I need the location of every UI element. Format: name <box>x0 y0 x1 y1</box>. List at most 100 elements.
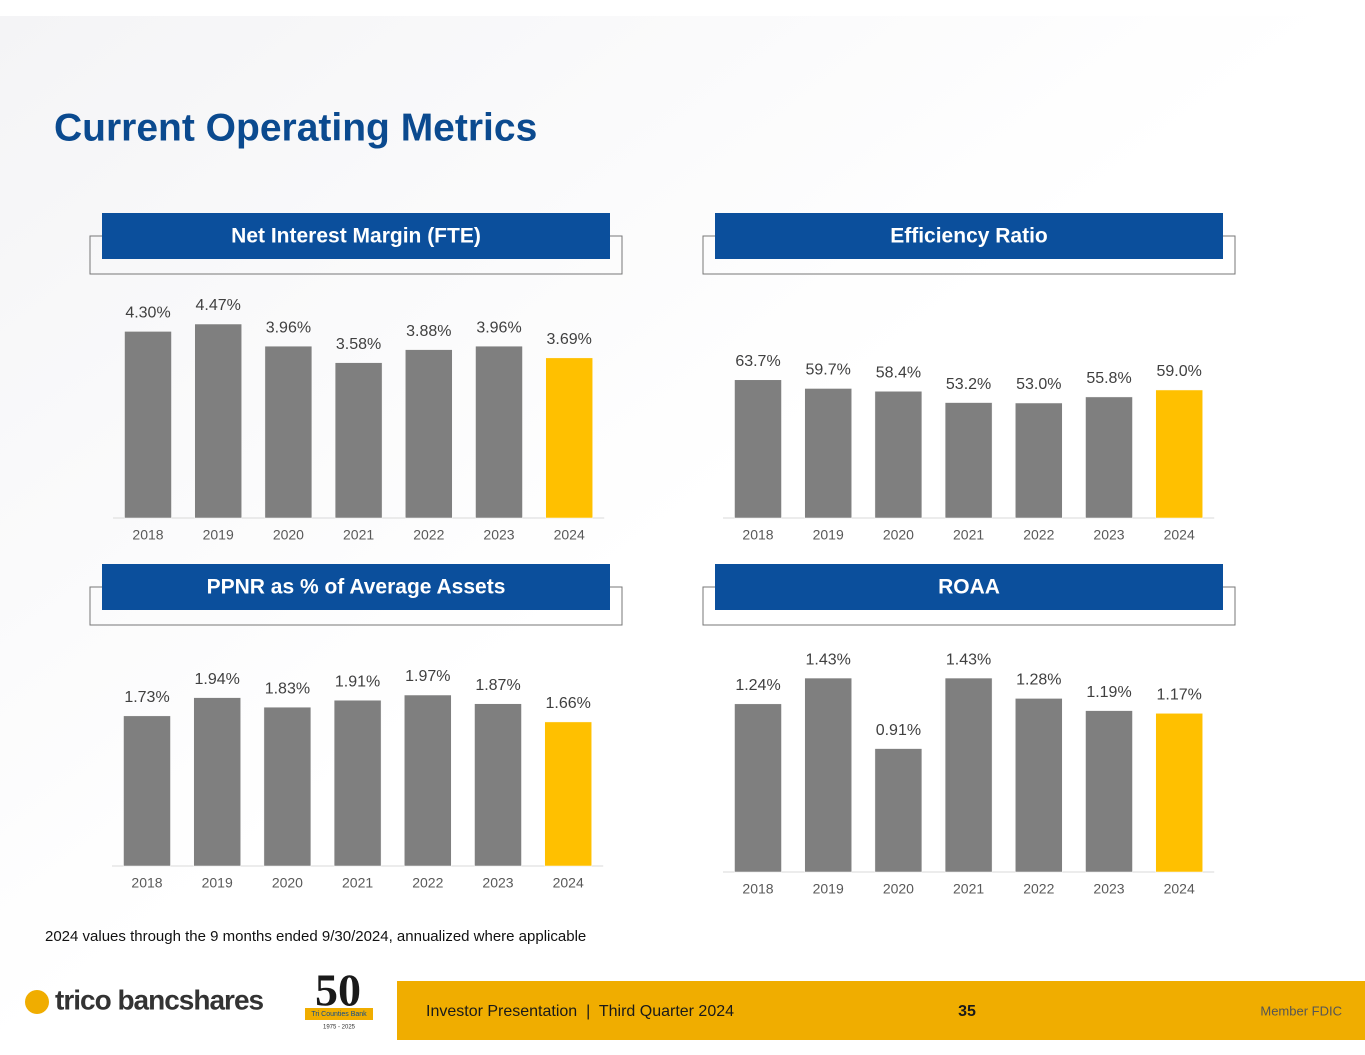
x-tick-label: 2020 <box>883 527 914 543</box>
x-tick-label: 2024 <box>1164 527 1195 543</box>
x-tick-label: 2018 <box>742 527 773 543</box>
value-label: 4.47% <box>196 297 241 314</box>
bar <box>544 721 592 867</box>
x-tick-label: 2021 <box>953 527 984 543</box>
value-label: 3.58% <box>336 336 381 353</box>
bar <box>475 345 523 519</box>
chart-title: ROAA <box>938 576 1000 599</box>
value-label: 59.7% <box>806 362 851 379</box>
value-label: 3.96% <box>476 319 521 336</box>
value-label: 1.43% <box>946 651 991 668</box>
value-label: 58.4% <box>876 364 921 381</box>
bar <box>193 697 241 867</box>
chart-title: Net Interest Margin (FTE) <box>231 225 481 248</box>
x-tick-label: 2021 <box>343 527 374 543</box>
value-label: 1.24% <box>735 677 780 694</box>
bar <box>1085 710 1133 873</box>
value-label: 1.91% <box>335 673 380 690</box>
bar <box>944 402 993 519</box>
page-number: 35 <box>958 1003 976 1020</box>
bar <box>405 349 453 519</box>
x-tick-label: 2023 <box>1093 881 1124 897</box>
top-band <box>0 0 1365 16</box>
bar <box>263 706 312 867</box>
x-tick-label: 2024 <box>553 875 584 891</box>
x-tick-label: 2019 <box>202 875 233 891</box>
logo-text: trico bancshares <box>55 984 264 1015</box>
x-tick-label: 2023 <box>483 527 514 543</box>
page-title: Current Operating Metrics <box>54 106 537 149</box>
value-label: 1.17% <box>1157 687 1202 704</box>
bar <box>404 694 452 867</box>
value-label: 3.96% <box>266 319 311 336</box>
header-box <box>715 213 1223 259</box>
bar <box>124 331 172 519</box>
value-label: 63.7% <box>735 353 780 370</box>
member-fdic: Member FDIC <box>1260 1003 1342 1018</box>
x-tick-label: 2024 <box>554 527 585 543</box>
value-label: 1.66% <box>546 695 591 712</box>
x-tick-label: 2022 <box>1023 527 1054 543</box>
x-tick-label: 2021 <box>953 881 984 897</box>
bar <box>123 715 171 867</box>
value-label: 1.19% <box>1086 684 1131 701</box>
value-label: 3.88% <box>406 323 451 340</box>
value-label: 53.0% <box>1016 376 1061 393</box>
value-label: 1.73% <box>124 689 169 706</box>
x-tick-label: 2021 <box>342 875 373 891</box>
footer-band <box>397 981 1365 1040</box>
bar <box>734 703 782 873</box>
bar <box>1155 389 1203 519</box>
x-tick-label: 2020 <box>883 881 914 897</box>
value-label: 0.91% <box>876 722 921 739</box>
x-tick-label: 2019 <box>813 881 844 897</box>
x-tick-label: 2020 <box>272 875 303 891</box>
bar <box>1015 402 1063 519</box>
header-box <box>102 564 610 610</box>
chart-title: PPNR as % of Average Assets <box>207 576 506 599</box>
bar <box>264 345 313 519</box>
x-tick-label: 2022 <box>412 875 443 891</box>
value-label: 59.0% <box>1157 363 1202 380</box>
value-label: 55.8% <box>1086 370 1131 387</box>
bar <box>804 388 852 519</box>
x-tick-label: 2019 <box>813 527 844 543</box>
value-label: 3.69% <box>547 331 592 348</box>
badge-ribbon-text: Tri Counties Bank <box>311 1011 367 1018</box>
bar <box>1015 698 1063 873</box>
bar <box>545 357 593 519</box>
header-box <box>715 564 1223 610</box>
value-label: 4.30% <box>125 305 170 322</box>
x-tick-label: 2022 <box>413 527 444 543</box>
x-tick-label: 2023 <box>482 875 513 891</box>
bar <box>874 748 923 873</box>
bar <box>334 362 383 519</box>
x-tick-label: 2022 <box>1023 881 1054 897</box>
chart-title: Efficiency Ratio <box>890 225 1048 248</box>
presentation-name: Investor Presentation | Third Quarter 20… <box>426 1003 734 1020</box>
logo-icon <box>25 990 49 1014</box>
value-label: 1.97% <box>405 668 450 685</box>
bar <box>194 323 242 519</box>
bar <box>333 699 382 867</box>
value-label: 1.43% <box>806 651 851 668</box>
x-tick-label: 2018 <box>131 875 162 891</box>
footnote: 2024 values through the 9 months ended 9… <box>45 928 586 945</box>
badge-years: 1975 - 2025 <box>323 1025 356 1031</box>
x-tick-label: 2019 <box>203 527 234 543</box>
x-tick-label: 2023 <box>1093 527 1124 543</box>
badge-ribbon <box>305 1008 373 1020</box>
bar <box>804 677 852 873</box>
bar <box>1155 713 1203 873</box>
value-label: 1.83% <box>265 680 310 697</box>
value-label: 1.94% <box>195 671 240 688</box>
badge-number: 50 <box>315 965 361 1016</box>
value-label: 1.28% <box>1016 672 1061 689</box>
x-tick-label: 2018 <box>132 527 163 543</box>
x-tick-label: 2024 <box>1164 881 1195 897</box>
header-box <box>102 213 610 259</box>
bar <box>944 677 993 873</box>
